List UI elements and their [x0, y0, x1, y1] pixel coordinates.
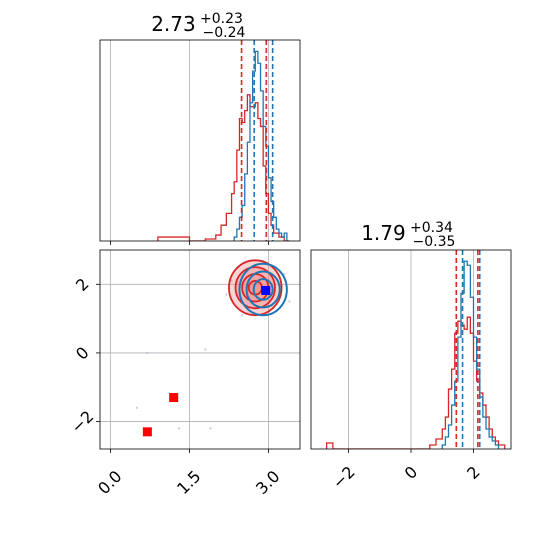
title-top-left-sup: +0.23 — [200, 11, 243, 27]
bl-contour-1-level-1 — [245, 270, 281, 309]
title-bottom-right: 1.79 +0.34 −0.35 — [361, 217, 458, 250]
bl-sample-point-5 — [225, 293, 228, 296]
title-bottom-right-sup: +0.34 — [410, 220, 453, 236]
title-bottom-right-main: 1.79 — [361, 221, 406, 245]
tl-hist-series-0 — [157, 94, 290, 241]
bl-xtick-label-2: 3.0 — [252, 467, 283, 498]
bl-xtick-label-1: 1.5 — [173, 467, 204, 498]
bl-sample-point-3 — [146, 351, 149, 355]
bl-contour-1-level-0 — [238, 262, 288, 317]
bl-marker-square-2 — [261, 285, 271, 295]
bl-marker-square-1 — [142, 427, 152, 437]
bl-ytick-label-1: 0 — [72, 343, 93, 364]
bl-sample-point-6 — [230, 279, 233, 283]
hist-top-left-series — [157, 50, 290, 241]
frame-bottom-left — [99, 249, 301, 450]
bl-ytick-label-0: −2 — [67, 407, 97, 437]
bl-marker-square-0 — [169, 393, 179, 403]
quantiles-bottom-right — [455, 250, 481, 449]
bl-xtick-label-0: 0.0 — [94, 467, 125, 498]
markers-bottom-left — [142, 285, 271, 437]
bl-sample-point-9 — [240, 313, 244, 317]
panel-bottom-right-histogram: −2 0 2 1.79 +0.34 −0.35 — [310, 217, 512, 492]
panel-bottom-left-contour: 0.0 1.5 3.0 −2 0 2 — [67, 249, 301, 498]
title-bottom-right-sub: −0.35 — [413, 234, 456, 250]
contours-bottom-left — [228, 259, 288, 317]
scatter-bottom-left — [135, 272, 291, 430]
bl-sample-point-2 — [209, 427, 212, 430]
br-xtick-label-1: 0 — [401, 462, 422, 483]
bl-sample-point-4 — [204, 348, 207, 351]
title-top-left-sub: −0.24 — [203, 25, 246, 41]
quantiles-top-left — [240, 40, 274, 241]
bl-sample-point-1 — [177, 427, 181, 430]
panel-top-left-histogram: 2.73 +0.23 −0.24 — [99, 8, 301, 245]
br-xtick-label-0: −2 — [329, 462, 359, 492]
ticks-bottom-right: −2 0 2 — [329, 449, 484, 492]
frame-top-left — [99, 39, 301, 242]
tl-hist-series-1 — [233, 50, 290, 241]
bl-contour-1-level-2 — [252, 278, 274, 301]
hist-bottom-right-series — [325, 260, 506, 449]
br-xtick-label-2: 2 — [463, 462, 484, 483]
bl-sample-point-0 — [135, 406, 139, 410]
bl-ytick-label-2: 2 — [72, 274, 93, 295]
title-top-left-main: 2.73 — [151, 12, 196, 36]
grid-top-left — [110, 40, 269, 241]
title-top-left: 2.73 +0.23 −0.24 — [151, 8, 248, 41]
bl-sample-point-8 — [288, 300, 291, 303]
ticks-top-left — [110, 241, 269, 245]
br-hist-series-1 — [441, 260, 500, 449]
